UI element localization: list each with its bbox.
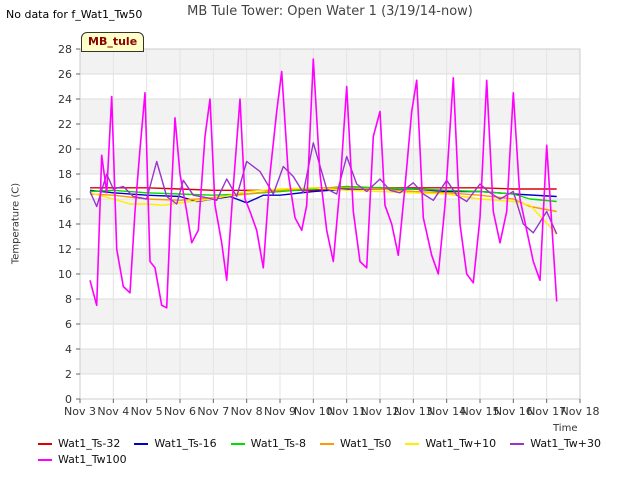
legend-item: Wat1_Tw+10 — [405, 437, 496, 450]
x-tick-label: Nov 6 — [164, 405, 196, 418]
y-tick-label: 18 — [58, 168, 72, 181]
x-tick-label: Nov 13 — [394, 405, 433, 418]
legend-swatch — [134, 443, 149, 445]
legend-item: Wat1_Tw+30 — [510, 437, 601, 450]
y-tick-label: 14 — [58, 218, 72, 231]
legend-swatch — [38, 443, 52, 445]
legend-label: Wat1_Ts-8 — [250, 437, 306, 450]
legend-label: Wat1_Tw100 — [58, 453, 127, 466]
y-tick-label: 10 — [58, 268, 72, 281]
y-tick-label: 8 — [65, 293, 72, 306]
x-tick-label: Nov 12 — [361, 405, 400, 418]
y-tick-label: 28 — [58, 43, 72, 56]
y-tick-label: 26 — [58, 68, 72, 81]
chart-title: MB Tule Tower: Open Water 1 (3/19/14-now… — [187, 4, 473, 19]
legend-item: Wat1_Ts-32 — [38, 437, 120, 450]
legend-swatch — [38, 459, 52, 461]
x-tick-label: Nov 18 — [561, 405, 600, 418]
legend-swatch — [405, 443, 420, 445]
y-tick-label: 2 — [65, 368, 72, 381]
y-tick-label: 20 — [58, 143, 72, 156]
y-tick-label: 22 — [58, 118, 72, 131]
legend-label: Wat1_Ts-16 — [154, 437, 217, 450]
legend-label: Wat1_Tw+10 — [425, 437, 497, 450]
x-tick-label: Nov 15 — [461, 405, 500, 418]
no-data-message: No data for f_Wat1_Tw50 — [6, 8, 143, 21]
background-band — [80, 99, 580, 124]
series-line-wat1-ts-16 — [89, 188, 557, 204]
series-line-wat1-tw-10 — [89, 187, 558, 235]
y-tick-label: 4 — [65, 343, 72, 356]
legend-label: Wat1_Ts0 — [339, 437, 392, 450]
x-tick-label: Nov 3 — [64, 405, 96, 418]
legend-item: Wat1_Ts-8 — [230, 437, 306, 450]
series-line-wat1-tw-30 — [89, 142, 558, 235]
y-tick-label: 16 — [58, 193, 72, 206]
legend: Wat1_Ts-32 Wat1_Ts-16 Wat1_Ts-8 Wat1_Ts0 Wat… — [38, 437, 628, 469]
y-axis-label: Temperature (C) — [10, 182, 22, 265]
x-axis-label: Time — [553, 423, 578, 434]
x-tick-label: Nov 10 — [294, 405, 333, 418]
background-band — [80, 349, 580, 374]
background-band — [80, 324, 580, 349]
x-tick-label: Nov 17 — [527, 405, 566, 418]
legend-item: Wat1_Ts0 — [319, 437, 392, 450]
y-tick-label: 0 — [65, 393, 72, 406]
background-band — [80, 374, 580, 399]
background-band — [80, 74, 580, 99]
series-line-wat1-tw100 — [89, 58, 558, 309]
x-tick-label: Nov 7 — [197, 405, 229, 418]
y-tick-label: 24 — [58, 93, 72, 106]
series-lines — [89, 58, 558, 309]
legend-swatch — [510, 443, 525, 445]
background-band — [80, 199, 580, 224]
x-tick-label: Nov 11 — [327, 405, 366, 418]
site-badge: MB_tule — [81, 32, 145, 52]
background-band — [80, 274, 580, 299]
x-tick-label: Nov 14 — [427, 405, 466, 418]
x-tick-label: Nov 8 — [231, 405, 263, 418]
legend-label: Wat1_Ts-32 — [58, 437, 121, 450]
legend-swatch — [319, 443, 334, 445]
y-tick-label: 6 — [65, 318, 72, 331]
legend-label: Wat1_Tw+30 — [530, 437, 602, 450]
legend-swatch — [230, 443, 245, 445]
background-band — [80, 49, 580, 74]
background-band — [80, 249, 580, 274]
legend-item: Wat1_Ts-16 — [134, 437, 217, 450]
background-band — [80, 124, 580, 149]
x-tick-label: Nov 5 — [131, 405, 163, 418]
x-tick-label: Nov 9 — [264, 405, 296, 418]
series-line-wat1-ts-32 — [90, 187, 557, 192]
background-band — [80, 149, 580, 174]
background-band — [80, 299, 580, 324]
y-tick-label: 12 — [58, 243, 72, 256]
legend-item: Wat1_Tw100 — [38, 453, 127, 466]
x-tick-label: Nov 4 — [97, 405, 129, 418]
x-tick-label: Nov 16 — [494, 405, 533, 418]
